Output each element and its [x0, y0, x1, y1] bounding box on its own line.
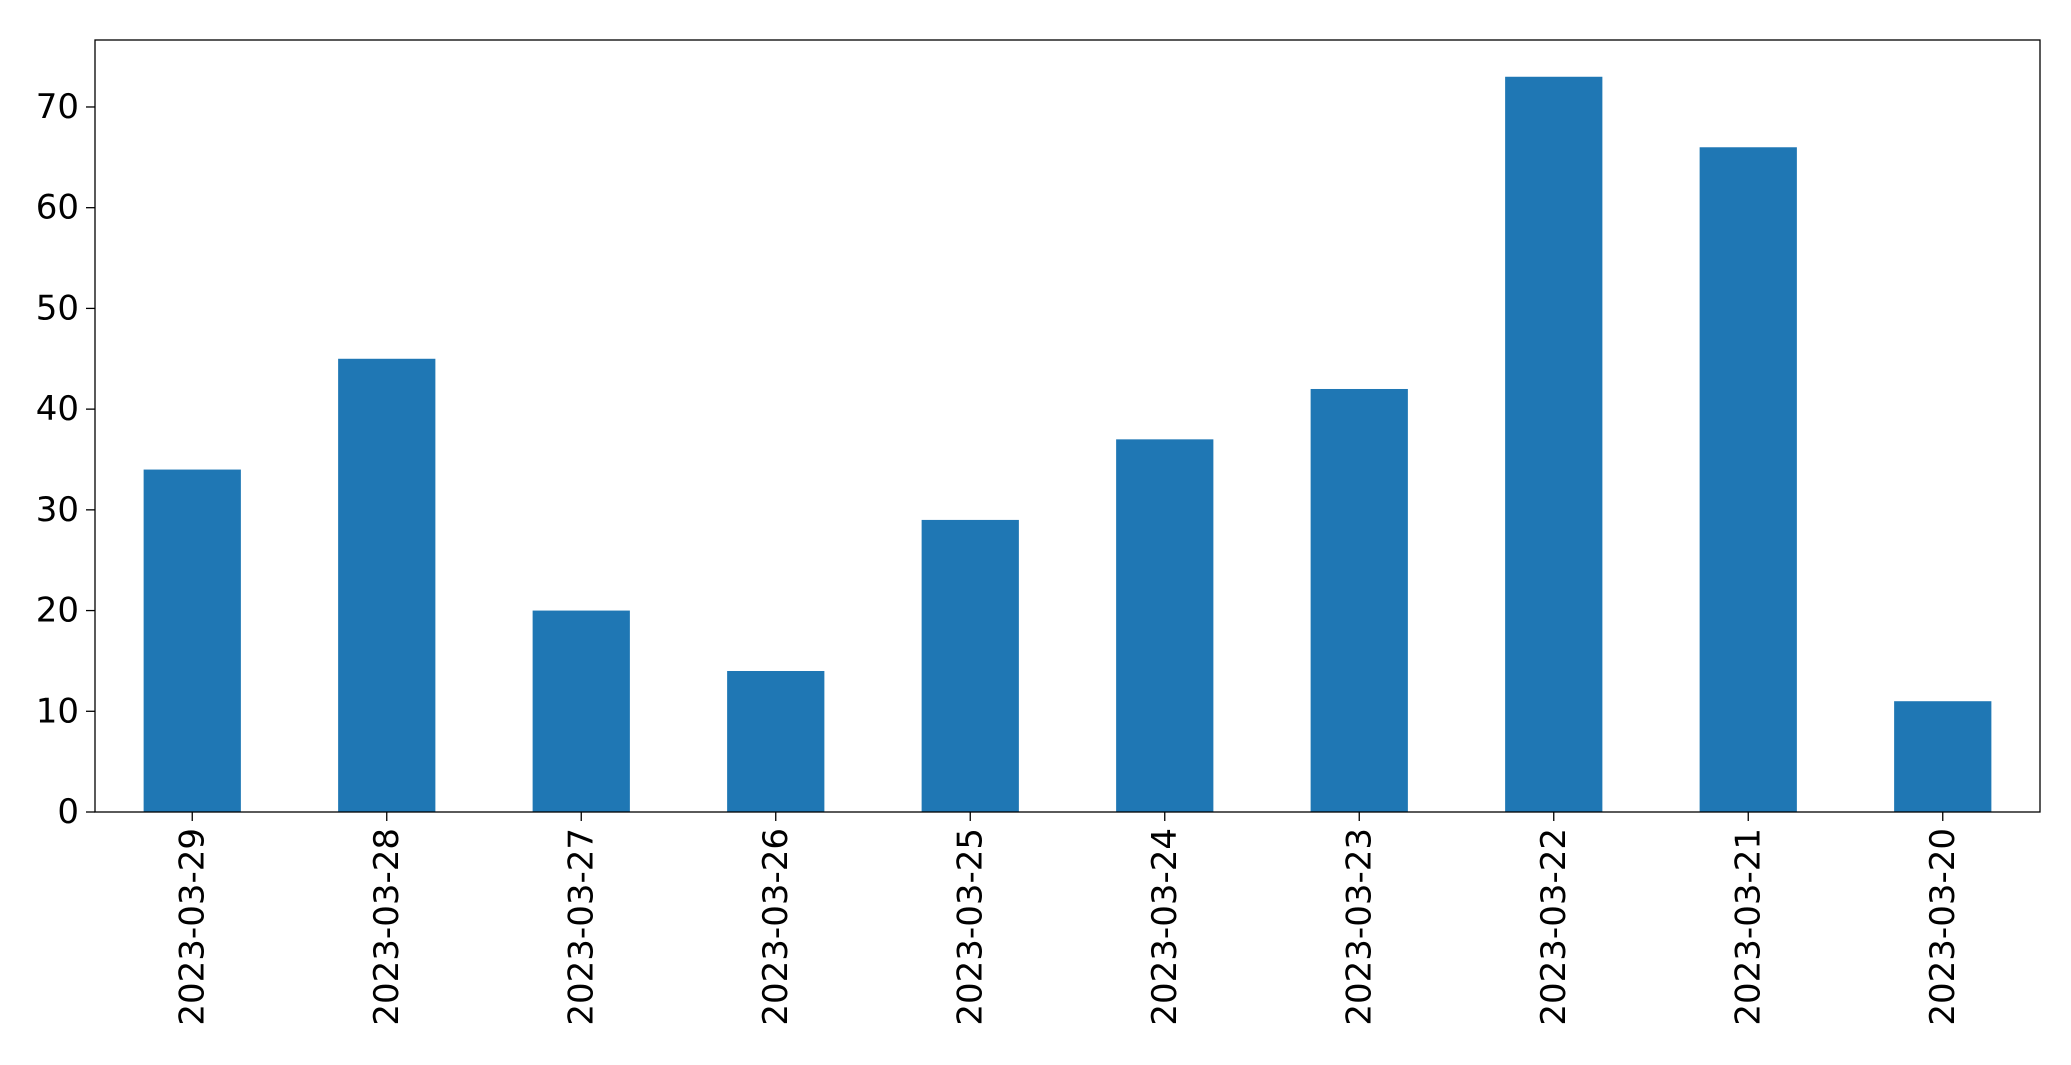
x-tick-label: 2023-03-23: [1339, 828, 1379, 1026]
plot-frame: [94, 39, 2041, 813]
y-tick-label: 30: [36, 490, 79, 530]
y-tick-label: 40: [36, 389, 79, 429]
x-tick-label: 2023-03-29: [172, 828, 212, 1026]
bar-2023-03-21: [1699, 147, 1797, 813]
bar-2023-03-20: [1894, 701, 1992, 812]
y-tick-label: 60: [36, 188, 79, 228]
bar-2023-03-26: [727, 670, 825, 812]
y-tick-label: 70: [36, 87, 79, 127]
bar-2023-03-28: [338, 358, 436, 812]
bar-2023-03-22: [1505, 76, 1603, 812]
x-tick-label: 2023-03-24: [1145, 828, 1185, 1026]
bar-2023-03-24: [1116, 439, 1214, 812]
bar-2023-03-29: [143, 469, 241, 812]
x-tick-label: 2023-03-21: [1728, 828, 1768, 1026]
bar-2023-03-27: [532, 610, 630, 812]
bars-layer: [143, 76, 1992, 813]
x-tick-label: 2023-03-28: [367, 828, 407, 1026]
x-tick-label: 2023-03-26: [756, 828, 796, 1026]
y-tick-label: 20: [36, 591, 79, 631]
x-axis: 2023-03-29 2023-03-28 2023-03-27 2023-03-26…: [172, 812, 1963, 1026]
x-tick-label: 2023-03-25: [950, 828, 990, 1026]
y-tick-label: 50: [36, 288, 79, 328]
bar-2023-03-23: [1310, 388, 1408, 812]
y-axis: 0 10 20 30 40 50 60 70: [36, 87, 95, 832]
x-tick-label: 2023-03-20: [1923, 828, 1963, 1026]
y-tick-label: 0: [57, 792, 79, 832]
y-tick-label: 10: [36, 691, 79, 731]
bar-2023-03-25: [921, 519, 1019, 812]
x-tick-label: 2023-03-22: [1534, 828, 1574, 1026]
x-tick-label: 2023-03-27: [561, 828, 601, 1026]
